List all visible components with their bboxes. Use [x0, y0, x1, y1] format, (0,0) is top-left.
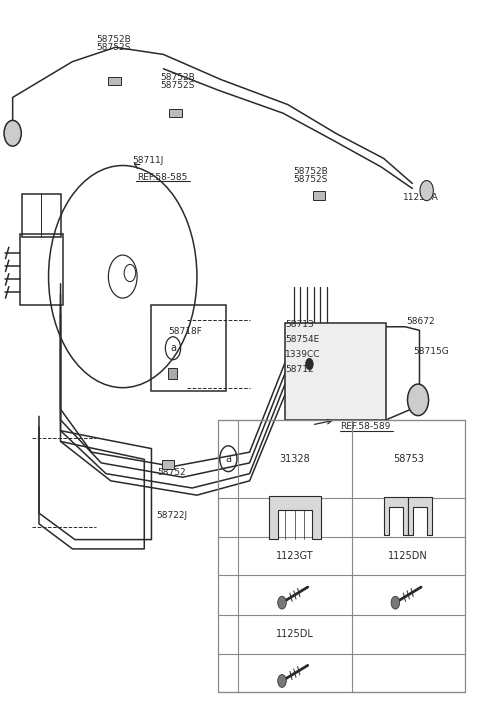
Text: 58752B: 58752B	[96, 35, 131, 44]
Circle shape	[278, 674, 286, 687]
Bar	[169, 109, 181, 118]
Text: a: a	[170, 343, 176, 353]
Polygon shape	[268, 495, 321, 538]
Bar	[168, 368, 177, 379]
Text: 58718F: 58718F	[168, 327, 202, 336]
Text: 58752B: 58752B	[160, 73, 195, 82]
Text: 31328: 31328	[279, 454, 310, 464]
Circle shape	[408, 384, 429, 416]
Bar	[313, 192, 325, 200]
Text: 1123GT: 1123GT	[276, 551, 314, 561]
Bar	[162, 460, 174, 469]
Text: 1125DL: 1125DL	[276, 630, 314, 639]
Text: 58715G: 58715G	[413, 348, 449, 356]
Text: a: a	[225, 454, 231, 464]
Text: 1125DA: 1125DA	[403, 192, 438, 202]
Text: 58753: 58753	[393, 454, 424, 464]
Text: 58752B: 58752B	[293, 167, 328, 176]
Text: 58713: 58713	[285, 320, 314, 329]
Circle shape	[420, 180, 433, 200]
Circle shape	[278, 596, 286, 609]
Circle shape	[391, 596, 400, 609]
Bar	[152, 305, 226, 391]
Text: 58752: 58752	[157, 467, 186, 477]
Circle shape	[4, 121, 21, 146]
Text: REF.58-589: REF.58-589	[340, 422, 391, 431]
Bar	[286, 323, 386, 420]
Bar	[20, 233, 63, 305]
Bar	[22, 194, 60, 237]
Bar	[108, 77, 121, 85]
Text: 58754E: 58754E	[285, 335, 319, 344]
Circle shape	[306, 358, 313, 370]
Text: 58722J: 58722J	[156, 510, 187, 520]
Text: 1125DN: 1125DN	[388, 551, 428, 561]
Text: 58752S: 58752S	[294, 175, 328, 185]
Text: 1339CC: 1339CC	[285, 350, 321, 359]
Polygon shape	[408, 497, 432, 535]
Polygon shape	[384, 497, 408, 535]
Text: REF.58-585: REF.58-585	[137, 173, 188, 182]
Text: 58752S: 58752S	[96, 44, 131, 52]
Text: 58752S: 58752S	[161, 81, 195, 90]
Text: 58712: 58712	[285, 365, 313, 374]
Bar	[218, 420, 465, 692]
Text: 58672: 58672	[407, 317, 435, 325]
Text: 58711J: 58711J	[132, 156, 163, 165]
